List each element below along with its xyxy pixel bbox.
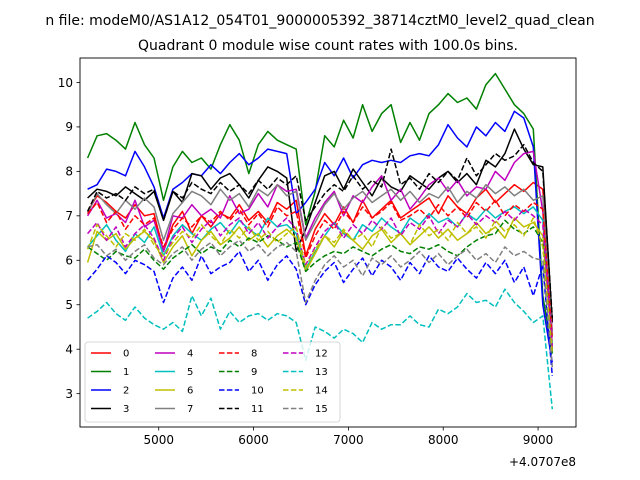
- y-tick-label: 8: [65, 165, 73, 179]
- series-line-12: [87, 208, 554, 348]
- legend-label-4: 4: [187, 349, 193, 360]
- series-line-15: [87, 239, 554, 368]
- y-tick-label: 6: [65, 254, 73, 268]
- figure-suptitle: n file: modeM0/AS1A12_054T01_9000005392_…: [45, 13, 594, 29]
- series-line-13: [87, 288, 554, 410]
- x-offset-label: +4.0707e8: [509, 455, 576, 469]
- series-line-4: [86, 150, 554, 332]
- legend-label-8: 8: [251, 349, 257, 360]
- series-line-1: [86, 72, 554, 354]
- legend-label-12: 12: [315, 349, 328, 360]
- series-line-9: [87, 219, 554, 352]
- legend-label-5: 5: [187, 367, 193, 378]
- series-line-11: [86, 143, 554, 319]
- legend-label-13: 13: [315, 367, 328, 378]
- y-tick-label: 4: [65, 342, 73, 356]
- x-tick-label: 9000: [523, 433, 554, 447]
- legend-label-10: 10: [251, 386, 264, 397]
- y-tick-label: 9: [65, 120, 73, 134]
- legend-label-7: 7: [187, 404, 193, 415]
- x-axis: 5000 6000 7000 8000 9000: [143, 427, 553, 447]
- y-tick-label: 10: [58, 76, 73, 90]
- y-tick-label: 7: [65, 209, 73, 223]
- series-line-14: [86, 217, 554, 354]
- legend-label-0: 0: [123, 349, 129, 360]
- y-axis: 3 4 5 6 7 8 9 10: [58, 76, 80, 401]
- legend-label-2: 2: [123, 386, 129, 397]
- series-layer: [86, 72, 554, 410]
- legend-frame: [84, 341, 341, 423]
- legend-label-1: 1: [123, 367, 129, 378]
- legend-label-15: 15: [315, 404, 328, 415]
- y-tick-label: 3: [65, 387, 73, 401]
- series-line-6: [86, 217, 554, 350]
- series-line-8: [87, 199, 554, 341]
- legend-label-14: 14: [315, 386, 328, 397]
- y-tick-label: 5: [65, 298, 73, 312]
- legend-label-3: 3: [123, 404, 129, 415]
- series-line-10: [87, 250, 554, 376]
- legend-label-9: 9: [251, 367, 257, 378]
- x-tick-label: 6000: [238, 433, 269, 447]
- x-tick-label: 5000: [143, 433, 174, 447]
- series-line-7: [86, 183, 554, 336]
- x-tick-label: 8000: [428, 433, 459, 447]
- x-tick-label: 7000: [333, 433, 364, 447]
- legend-label-11: 11: [251, 404, 264, 415]
- axes-frame: [79, 57, 577, 428]
- legend-label-6: 6: [187, 386, 193, 397]
- chart-title: Quadrant 0 module wise count rates with …: [138, 38, 518, 54]
